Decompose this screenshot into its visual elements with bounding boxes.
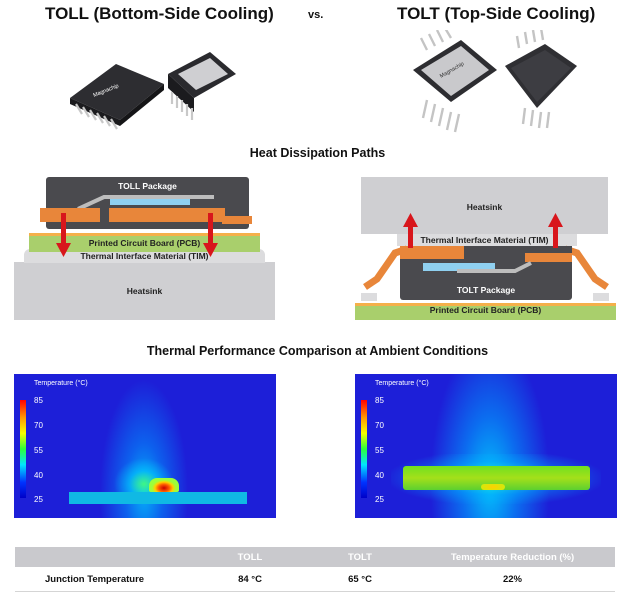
table-header-row: TOLL TOLT Temperature Reduction (%)	[15, 547, 615, 567]
row-label-junction-temperature: Junction Temperature	[15, 567, 190, 592]
tolt-diagram: Heatsink Thermal Interface Material (TIM…	[355, 175, 616, 321]
tolt-chip-top-view: Magnachip	[413, 30, 497, 133]
tolt-hotspot	[481, 484, 505, 490]
cell-toll-temp: 84 °C	[190, 567, 310, 592]
thermal-section-title: Thermal Performance Comparison at Ambien…	[146, 344, 489, 358]
toll-title: TOLL (Bottom-Side Cooling)	[45, 4, 274, 23]
toll-tim	[24, 249, 265, 263]
toll-chip-bottom-view	[168, 52, 236, 120]
tolt-heatsink-label: Heatsink	[466, 202, 503, 212]
tolt-arrow-right	[548, 213, 563, 248]
toll-tick-55: 55	[34, 446, 43, 455]
tolt-leadframe-left	[400, 246, 464, 259]
toll-heat-arrows	[56, 213, 218, 257]
toll-lead-left	[40, 208, 100, 222]
tolt-chips-image: Magnachip	[413, 30, 577, 133]
toll-chips-image: Magnachip	[70, 52, 236, 130]
tolt-tick-25: 25	[375, 495, 384, 504]
table-header-reduction: Temperature Reduction (%)	[410, 547, 615, 567]
toll-arrow-left	[56, 213, 71, 257]
toll-tick-25: 25	[34, 495, 43, 504]
tolt-legend-title: Temperature (°C)	[375, 380, 429, 387]
tolt-title: TOLT (Top-Side Cooling)	[397, 4, 596, 23]
toll-die	[110, 197, 190, 205]
table-header-blank	[15, 547, 190, 567]
tolt-pcb	[355, 303, 616, 320]
paths-section-title: Heat Dissipation Paths	[249, 146, 386, 160]
tolt-heat-arrows	[403, 213, 563, 248]
tolt-tick-55: 55	[375, 446, 384, 455]
toll-color-scale	[20, 400, 26, 498]
toll-arrow-right	[203, 213, 218, 257]
toll-diagram: Heatsink Thermal Interface Material (TIM…	[14, 175, 275, 321]
table-row: Junction Temperature 84 °C 65 °C 22%	[15, 567, 615, 592]
cell-reduction: 22%	[410, 567, 615, 592]
toll-board-region	[69, 492, 247, 504]
toll-heatsink	[14, 262, 275, 320]
tolt-die	[423, 263, 495, 271]
results-table: TOLL TOLT Temperature Reduction (%) Junc…	[15, 547, 615, 592]
toll-tick-70: 70	[34, 421, 43, 430]
toll-hotspot	[149, 478, 179, 492]
toll-pcb	[29, 233, 260, 252]
toll-legend-title: Temperature (°C)	[34, 380, 88, 387]
toll-pcb-label: Printed Circuit Board (PCB)	[88, 238, 201, 248]
toll-tick-40: 40	[34, 471, 43, 480]
table-header-toll: TOLL	[190, 547, 310, 567]
toll-tick-85: 85	[34, 396, 43, 405]
tolt-package-label: TOLT Package	[456, 285, 516, 295]
toll-thermal-map: Temperature (°C) 85 70 55 40 25	[14, 374, 276, 518]
toll-chip-top-view: Magnachip	[70, 64, 164, 130]
toll-tim-label: Thermal Interface Material (TIM)	[80, 251, 209, 261]
cell-tolt-temp: 65 °C	[310, 567, 410, 592]
tolt-solder-right	[593, 293, 609, 301]
tolt-bondwire	[457, 261, 532, 273]
toll-lead-right	[222, 216, 252, 224]
tolt-solder-left	[361, 293, 377, 301]
table-header-tolt: TOLT	[310, 547, 410, 567]
tolt-tick-85: 85	[375, 396, 384, 405]
toll-bondwire	[77, 195, 214, 211]
tolt-leadframe-right	[525, 253, 572, 262]
tolt-tick-70: 70	[375, 421, 384, 430]
tolt-arrow-left	[403, 213, 418, 248]
tolt-tim-label: Thermal Interface Material (TIM)	[420, 235, 549, 245]
tolt-heatsink	[361, 177, 608, 234]
toll-heatsink-label: Heatsink	[126, 286, 163, 296]
tolt-thermal-map: Temperature (°C) 85 70 55 40 25	[355, 374, 617, 518]
tolt-color-scale	[361, 400, 367, 498]
vs-label: vs.	[308, 9, 324, 21]
toll-package-label: TOLL Package	[118, 181, 177, 191]
tolt-tim	[397, 234, 577, 246]
tolt-pcb-label: Printed Circuit Board (PCB)	[429, 305, 542, 315]
toll-leadframe	[109, 208, 225, 222]
tolt-tick-40: 40	[375, 471, 384, 480]
tolt-chip-bottom-view	[505, 30, 577, 129]
